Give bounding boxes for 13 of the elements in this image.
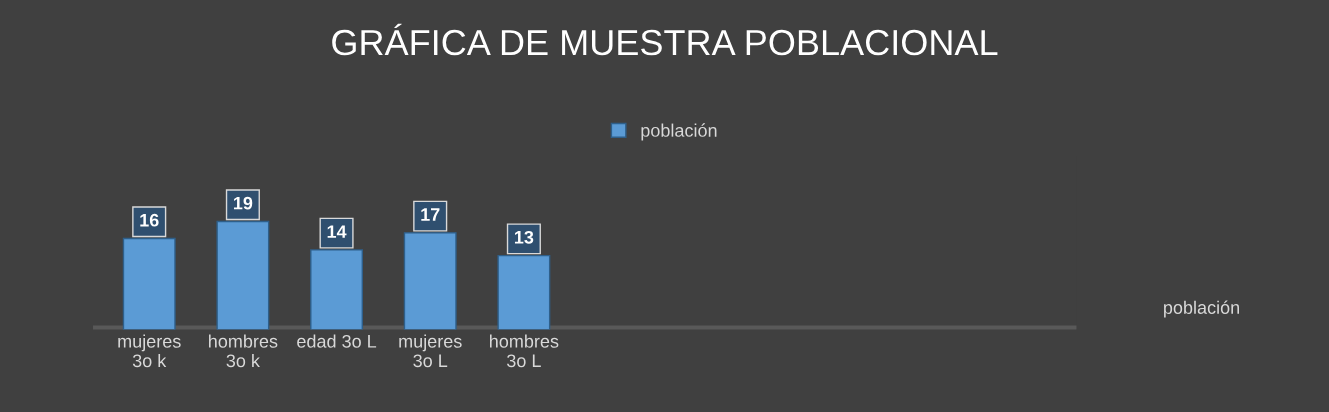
data-label: 19 xyxy=(233,196,253,210)
x-tick-label: edad 3o L xyxy=(297,334,377,348)
x-tick-label: hombres 3o k xyxy=(209,334,278,368)
legend-label: población xyxy=(641,123,717,141)
x-tick-label: hombres 3o L xyxy=(490,334,559,368)
data-label: 14 xyxy=(327,225,347,238)
text: población xyxy=(1164,300,1239,318)
data-label: 16 xyxy=(140,213,159,227)
data-label: 13 xyxy=(514,230,534,244)
x-tick-label: mujeres 3o k xyxy=(118,334,181,368)
x-tick-label: mujeres 3o L xyxy=(399,334,462,368)
text: GRÁFICA DE MUESTRA POBLACIONAL xyxy=(332,23,998,56)
data-label: 17 xyxy=(421,208,440,221)
